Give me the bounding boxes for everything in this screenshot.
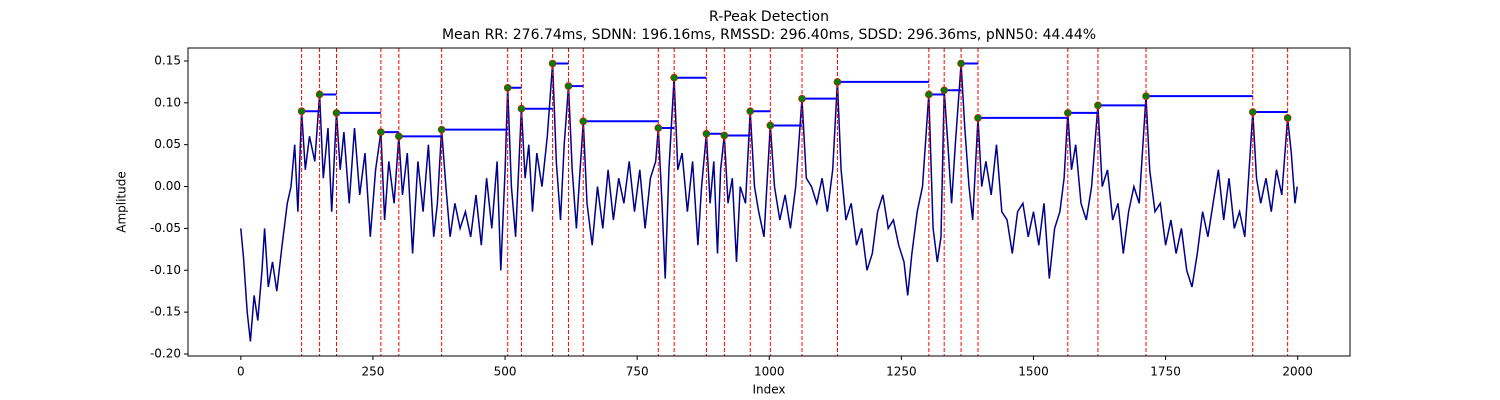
peak-point bbox=[377, 128, 385, 136]
peak-point bbox=[297, 107, 306, 116]
peak-point bbox=[957, 59, 965, 68]
signal-line bbox=[240, 63, 1298, 342]
peak-point bbox=[332, 109, 341, 117]
x-tick-label: 750 bbox=[626, 365, 649, 379]
peak-point bbox=[670, 73, 678, 82]
peak-point bbox=[833, 78, 842, 86]
peak-point bbox=[654, 124, 663, 132]
peak-point bbox=[720, 131, 729, 140]
peak-point bbox=[798, 94, 806, 103]
peak-point bbox=[1094, 101, 1102, 110]
y-tick-label: -0.20 bbox=[150, 346, 181, 360]
x-tick-label: 250 bbox=[361, 365, 384, 379]
peak-point bbox=[974, 114, 982, 122]
peak-point bbox=[940, 86, 948, 95]
y-axis-label: Amplitude bbox=[115, 171, 129, 233]
x-tick-label: 1250 bbox=[886, 365, 917, 379]
y-tick-label: 0.05 bbox=[154, 137, 181, 151]
peak-point bbox=[1248, 108, 1257, 116]
peak-point bbox=[746, 107, 755, 116]
y-tick-label: 0.00 bbox=[154, 179, 181, 193]
y-tick-label: 0.10 bbox=[154, 95, 181, 109]
peak-point bbox=[517, 104, 526, 113]
y-tick-label: -0.05 bbox=[150, 221, 181, 235]
y-tick-label: -0.10 bbox=[150, 263, 181, 277]
peak-point bbox=[925, 90, 933, 99]
x-tick-label: 0 bbox=[237, 365, 245, 379]
peak-point bbox=[503, 83, 512, 92]
peak-point bbox=[1064, 109, 1072, 117]
x-tick-label: 2000 bbox=[1282, 365, 1313, 379]
peak-point bbox=[564, 82, 573, 90]
peak-point bbox=[548, 59, 557, 68]
peak-point bbox=[579, 117, 588, 126]
chart-subtitle: Mean RR: 276.74ms, SDNN: 196.16ms, RMSSD… bbox=[442, 27, 1096, 43]
x-tick-label: 1000 bbox=[754, 365, 785, 379]
peak-point bbox=[1142, 92, 1150, 100]
peak-point bbox=[1283, 114, 1292, 122]
x-tick-label: 1500 bbox=[1018, 365, 1049, 379]
plot-frame bbox=[187, 47, 1351, 357]
peak-point bbox=[702, 130, 711, 138]
x-tick-label: 500 bbox=[494, 365, 517, 379]
peak-point bbox=[437, 125, 446, 134]
y-tick-label: 0.15 bbox=[154, 53, 181, 67]
x-axis-label: Index bbox=[752, 383, 785, 397]
peak-point bbox=[315, 90, 324, 99]
peak-point bbox=[395, 132, 403, 141]
peak-point bbox=[766, 121, 775, 130]
x-tick-label: 1750 bbox=[1150, 365, 1181, 379]
y-tick-label: -0.15 bbox=[150, 305, 181, 319]
chart-title: R-Peak Detection bbox=[709, 9, 829, 25]
